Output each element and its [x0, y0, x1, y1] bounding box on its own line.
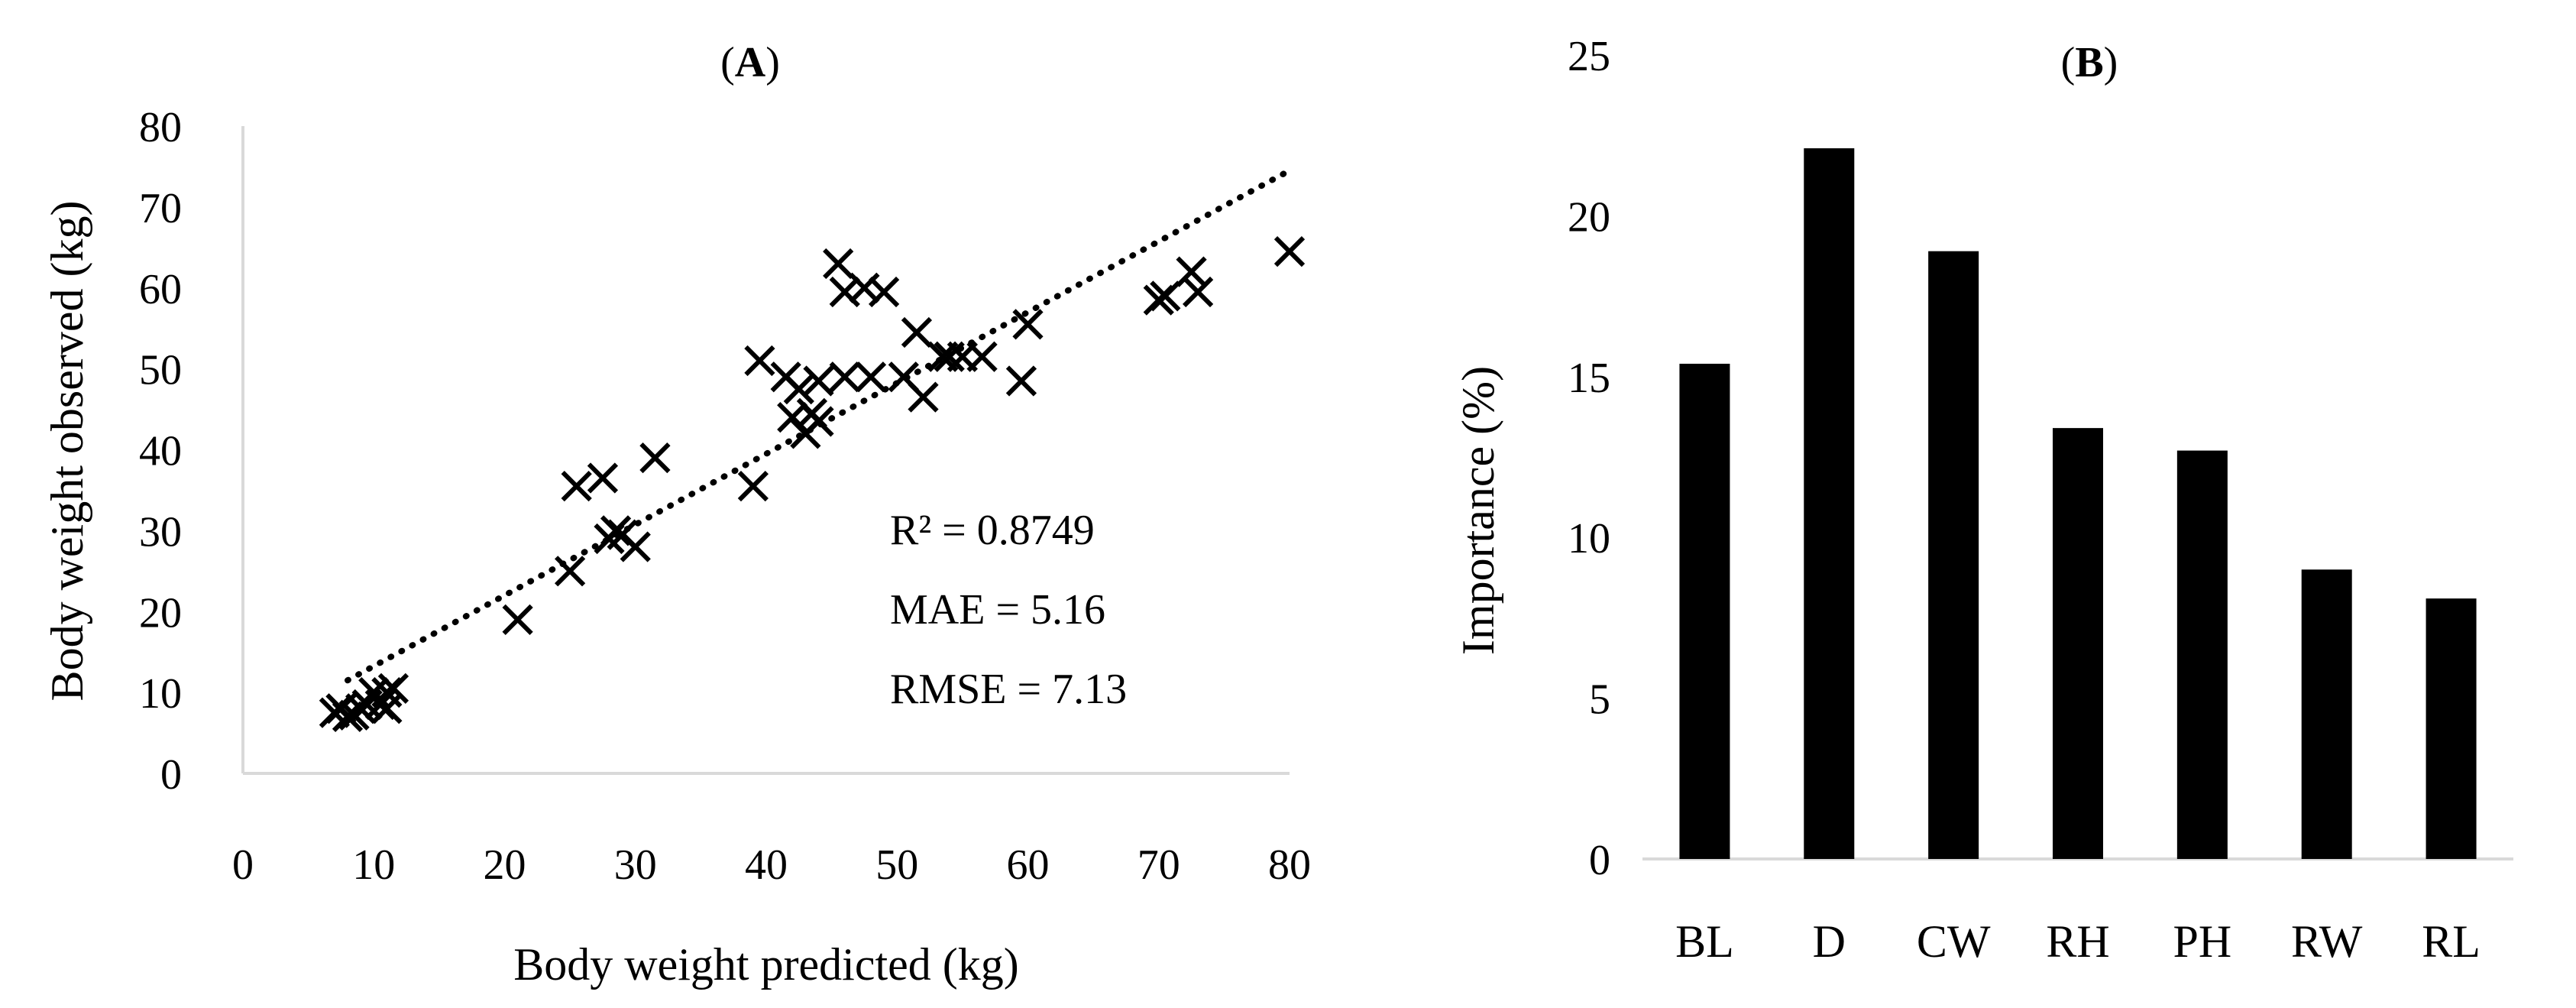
y-tick-label: 25 — [1568, 33, 1610, 80]
annotation-mae: MAE = 5.16 — [890, 586, 1105, 634]
x-tick-label: PH — [2173, 916, 2232, 967]
bar-x-ticks: BL D CW RH PH RW RL — [1675, 916, 2481, 967]
y-tick-label: 80 — [139, 104, 182, 151]
y-tick-label: 0 — [1589, 837, 1610, 884]
y-tick-label: 20 — [139, 589, 182, 637]
trendline — [345, 167, 1293, 684]
annotation-rmse: RMSE = 7.13 — [890, 666, 1127, 713]
x-tick-label: 80 — [1268, 841, 1311, 889]
x-tick-label: BL — [1675, 916, 1734, 967]
data-point — [849, 272, 880, 303]
x-tick-label: CW — [1917, 916, 1991, 967]
y-tick-label: 40 — [139, 428, 182, 475]
x-tick-label: RW — [2291, 916, 2363, 967]
scatter-x-label: Body weight predicted (kg) — [513, 939, 1019, 990]
data-point — [1183, 276, 1214, 308]
y-tick-label: 60 — [139, 266, 182, 313]
panel-b-title: (B) — [2061, 39, 2118, 86]
data-point — [620, 531, 651, 562]
bar-d — [1804, 148, 1855, 860]
data-point — [1005, 365, 1037, 397]
data-point — [502, 604, 533, 635]
y-tick-label: 0 — [160, 751, 182, 799]
data-point — [744, 345, 775, 377]
data-point — [1150, 280, 1181, 312]
x-tick-label: 30 — [614, 841, 657, 889]
annotation-r2: R² = 0.8749 — [890, 507, 1095, 554]
bar-panel-b: (B) 0 5 10 15 20 25 BL D CW RH PH RW RL Importance … — [1453, 33, 2513, 967]
data-point — [561, 471, 592, 502]
data-point — [901, 316, 933, 348]
data-point — [639, 442, 671, 474]
data-point — [377, 673, 409, 704]
bar-y-label: Importance (%) — [1453, 366, 1503, 655]
bars — [1679, 148, 2477, 860]
x-tick-label: 10 — [352, 841, 395, 889]
x-tick-label: 0 — [232, 841, 254, 889]
y-tick-label: 30 — [139, 508, 182, 556]
y-tick-label: 70 — [139, 185, 182, 232]
data-point — [555, 556, 586, 587]
panel-a-title: (A) — [720, 39, 780, 86]
data-point — [783, 373, 814, 405]
data-point — [803, 365, 834, 397]
y-tick-label: 5 — [1589, 676, 1610, 724]
scatter-y-label: Body weight observed (kg) — [42, 201, 92, 702]
x-tick-label: 60 — [1007, 841, 1050, 889]
y-tick-label: 20 — [1568, 193, 1610, 241]
data-point — [829, 276, 860, 308]
bar-bl — [1679, 363, 1730, 859]
data-point — [823, 248, 854, 280]
y-tick-label: 50 — [139, 347, 182, 394]
bar-y-ticks: 0 5 10 15 20 25 — [1568, 33, 1610, 884]
x-tick-label: 40 — [745, 841, 788, 889]
scatter-y-ticks: 0 10 20 30 40 50 60 70 80 — [139, 104, 182, 799]
data-point — [869, 276, 900, 308]
x-tick-label: 70 — [1138, 841, 1180, 889]
data-point — [587, 462, 619, 494]
x-tick-label: 50 — [875, 841, 918, 889]
data-point — [908, 381, 939, 413]
data-point — [829, 361, 860, 393]
y-tick-label: 10 — [1568, 515, 1610, 562]
bar-rl — [2426, 598, 2477, 859]
data-point — [737, 471, 769, 502]
x-tick-label: RL — [2422, 916, 2481, 967]
bar-rh — [2053, 428, 2103, 859]
bar-rw — [2301, 569, 2352, 859]
x-tick-label: D — [1813, 916, 1846, 967]
scatter-x-ticks: 0 10 20 30 40 50 60 70 80 — [232, 841, 1311, 889]
data-point — [1273, 235, 1306, 267]
data-point — [966, 341, 998, 372]
y-tick-label: 15 — [1568, 355, 1610, 402]
y-tick-label: 10 — [139, 670, 182, 718]
data-point — [855, 361, 887, 393]
scatter-panel-a: (A) 0 10 20 30 40 50 60 70 80 01020304050607080 … — [42, 39, 1311, 990]
data-point — [803, 406, 834, 437]
data-point — [934, 341, 965, 372]
x-tick-label: RH — [2046, 916, 2109, 967]
bar-ph — [2176, 450, 2228, 859]
x-tick-label: 20 — [484, 841, 526, 889]
scatter-points — [319, 235, 1306, 733]
data-point — [1012, 309, 1044, 340]
data-point — [1176, 256, 1207, 287]
bar-cw — [1928, 251, 1979, 859]
